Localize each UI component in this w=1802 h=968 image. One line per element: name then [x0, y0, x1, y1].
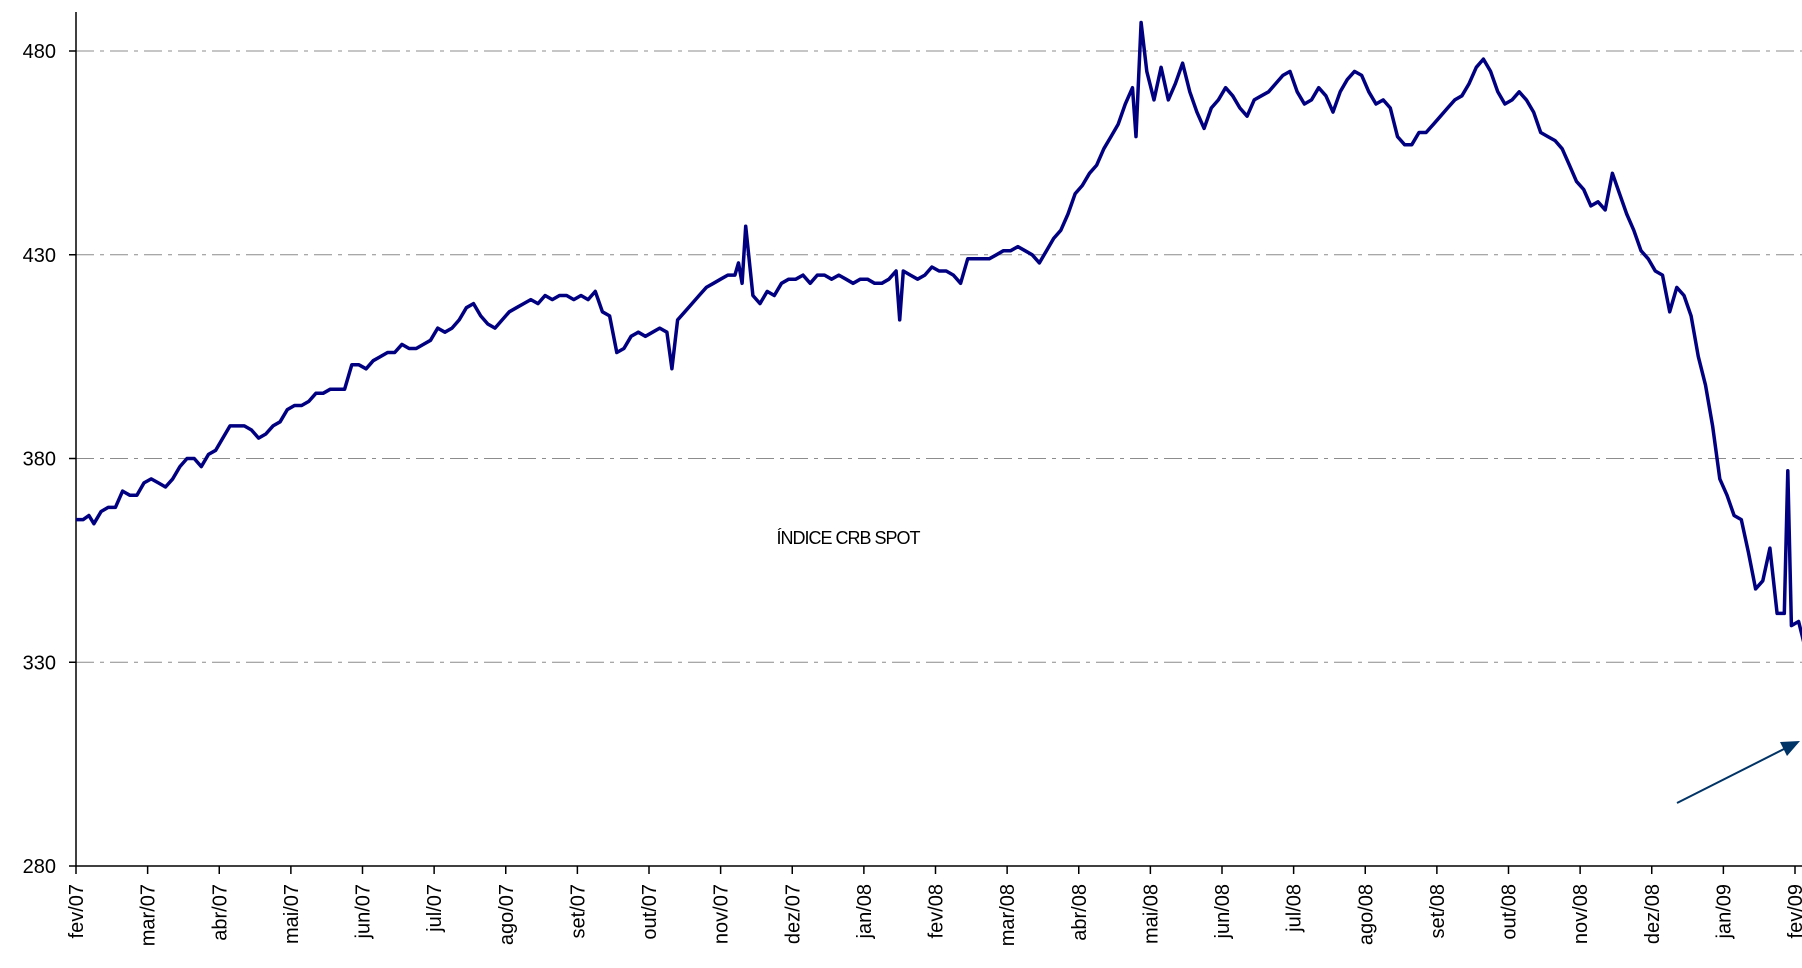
x-tick-label: abr/07 — [209, 884, 231, 941]
y-tick-label: 380 — [23, 449, 56, 471]
chart-annotation: ÍNDICE CRB SPOT — [776, 528, 920, 548]
x-tick-label: out/07 — [639, 884, 661, 940]
x-tick-label: ago/07 — [496, 884, 518, 945]
series-line-crb-spot — [76, 20, 1802, 643]
trend-arrow-line — [1676, 745, 1791, 804]
x-tick-label: fev/07 — [66, 884, 88, 938]
x-tick-label: dez/07 — [782, 884, 804, 944]
x-tick-label: abr/08 — [1069, 884, 1091, 941]
x-tick-label: mai/08 — [1140, 884, 1162, 944]
x-tick-label: jun/07 — [353, 884, 375, 940]
x-tick-label: out/08 — [1499, 884, 1521, 940]
x-tick-label: set/08 — [1427, 884, 1449, 938]
x-tick-label: dez/08 — [1642, 884, 1664, 944]
x-tick-label: set/07 — [567, 884, 589, 938]
x-tick-label: jan/09 — [1713, 884, 1735, 940]
x-tick-label: nov/07 — [711, 884, 733, 944]
y-tick-label: 430 — [23, 245, 56, 267]
trend-arrow-head — [1780, 741, 1800, 756]
x-tick-label: jul/08 — [1284, 884, 1306, 933]
x-tick-label: mar/08 — [997, 884, 1019, 946]
x-tick-label: fev/09 — [1785, 884, 1802, 938]
x-tick-labels: fev/07 mar/07 abr/07 mai/07 jun/07 jul/07 ago/… — [66, 866, 1802, 946]
x-tick-label: jul/07 — [424, 884, 446, 933]
x-tick-label: mai/07 — [281, 884, 303, 944]
y-tick-label: 480 — [23, 41, 56, 63]
x-tick-label: nov/08 — [1570, 884, 1592, 944]
x-tick-label: ago/08 — [1355, 884, 1377, 945]
x-tick-label: jan/08 — [854, 884, 876, 940]
trend-arrow — [1676, 741, 1800, 804]
x-tick-label: mar/07 — [138, 884, 160, 946]
y-tick-labels: 280 330 380 430 480 — [23, 41, 76, 878]
grid-lines — [76, 50, 1802, 663]
y-tick-label: 280 — [23, 856, 56, 878]
axes — [75, 12, 1802, 867]
x-tick-label: jun/08 — [1212, 884, 1234, 940]
x-tick-label: fev/08 — [926, 884, 948, 938]
y-tick-label: 330 — [23, 652, 56, 674]
